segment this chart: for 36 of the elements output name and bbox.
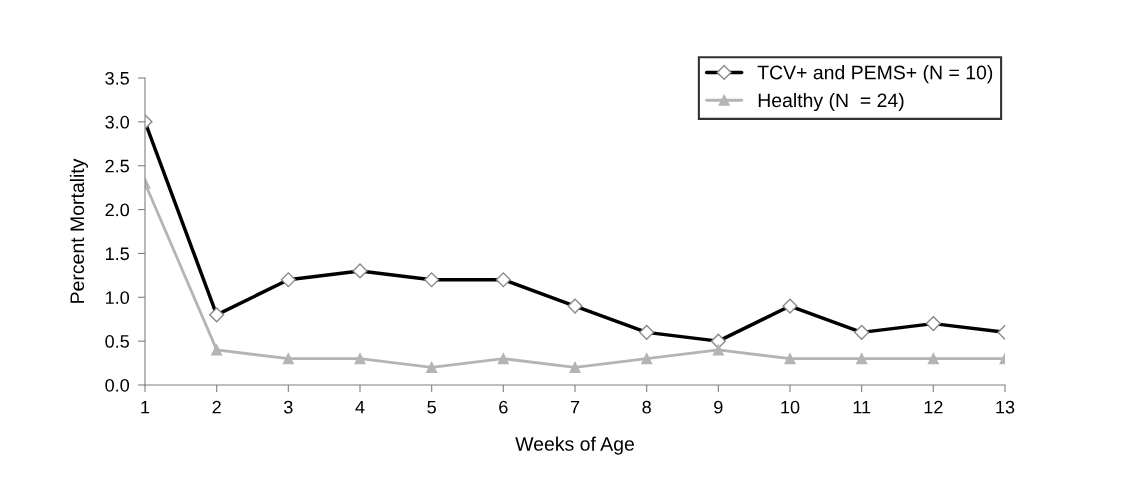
point — [569, 361, 581, 374]
x-tick-label: 8 — [642, 400, 651, 414]
x-tick-label: 5 — [427, 400, 436, 414]
point — [497, 353, 509, 365]
x-tick-label: 4 — [355, 400, 365, 414]
point — [784, 353, 796, 365]
point — [354, 353, 366, 365]
x-tick-label: 12 — [924, 400, 943, 414]
point — [426, 361, 438, 374]
x-axis-title: Weeks of Age — [515, 436, 634, 455]
y-tick-label: 0.5 — [105, 335, 129, 348]
y-tick-label: 3.0 — [105, 115, 130, 129]
y-tick-label: 2.0 — [105, 203, 130, 217]
x-tick-label: 7 — [570, 400, 580, 414]
point — [282, 353, 294, 365]
y-tick-label: 1.5 — [106, 247, 129, 261]
y-tick-label: 0.0 — [105, 378, 130, 392]
x-tick-label: 1 — [141, 400, 150, 414]
point — [712, 344, 724, 356]
y-axis-title: Percent Mortality — [69, 158, 88, 303]
legend-label: TCV+ and PEMS+ (N = 10) — [757, 65, 993, 84]
x-tick-label: 9 — [714, 400, 723, 414]
point — [856, 353, 868, 365]
legend-label: Healthy (N = 24) — [758, 92, 904, 112]
y-tick-label: 3.5 — [105, 71, 129, 85]
x-tick-label: 6 — [499, 400, 508, 414]
x-tick-label: 10 — [781, 400, 800, 414]
x-tick-label: 3 — [284, 400, 293, 414]
y-tick-label: 1.0 — [106, 291, 130, 305]
x-tick-label: 13 — [996, 400, 1015, 414]
x-tick-label: 11 — [853, 400, 871, 414]
y-tick-label: 2.5 — [105, 159, 129, 173]
point — [641, 353, 653, 365]
point — [927, 353, 939, 365]
x-tick-label: 2 — [212, 400, 221, 414]
point — [211, 344, 223, 356]
